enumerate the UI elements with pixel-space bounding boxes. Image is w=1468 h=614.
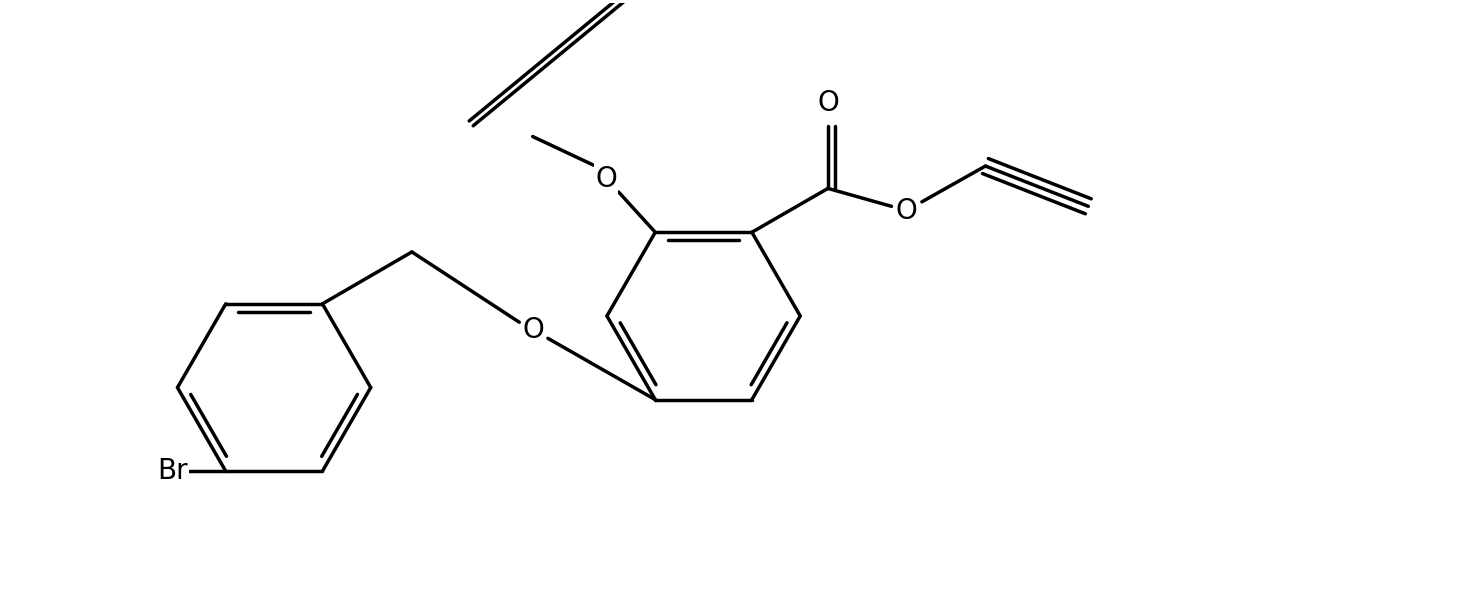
Text: O: O xyxy=(818,90,838,117)
Text: O: O xyxy=(595,165,617,193)
Text: O: O xyxy=(895,196,918,225)
Text: Br: Br xyxy=(157,457,188,485)
Text: O: O xyxy=(523,316,545,344)
